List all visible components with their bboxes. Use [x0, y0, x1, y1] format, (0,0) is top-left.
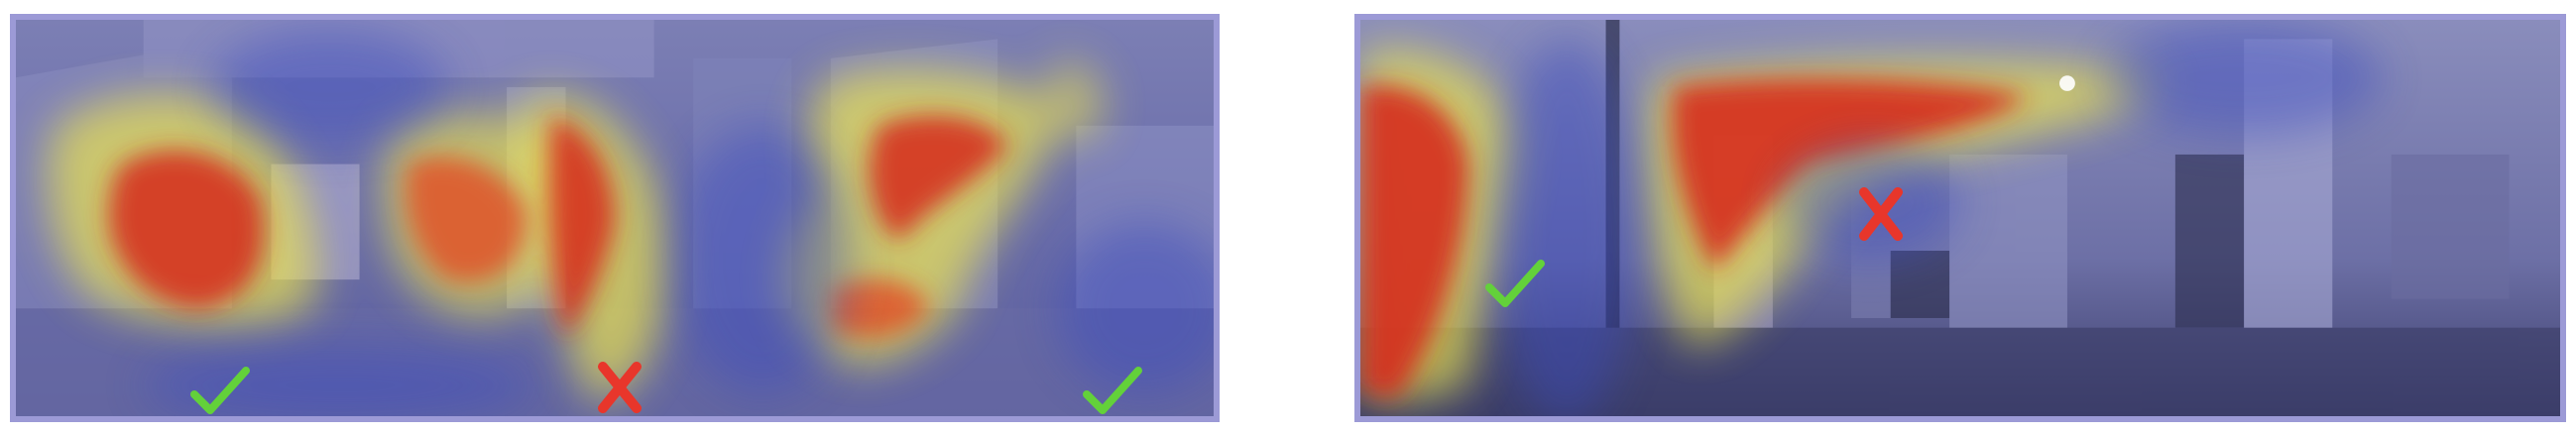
cross-icon [598, 362, 642, 413]
panorama-panel-left [10, 14, 1220, 422]
panorama-image-left [16, 20, 1214, 416]
panorama-panel-right [1354, 14, 2566, 422]
checkmark-icon [1083, 367, 1142, 414]
cross-icon [1859, 187, 1903, 241]
panorama-image-right [1360, 20, 2560, 416]
checkmark-icon [190, 367, 250, 414]
checkmark-icon [1485, 260, 1545, 307]
